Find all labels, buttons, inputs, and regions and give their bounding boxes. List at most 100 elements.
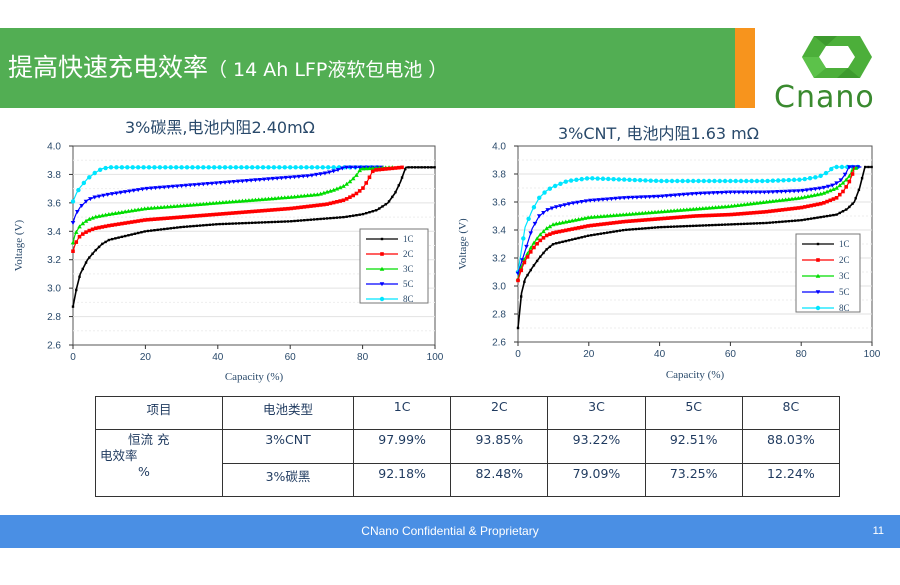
data-point: [694, 191, 699, 196]
data-point: [605, 221, 610, 226]
data-point: [736, 222, 740, 226]
data-point: [600, 176, 606, 181]
data-point: [127, 189, 132, 194]
data-point: [256, 197, 262, 202]
legend-box: [359, 228, 429, 304]
data-point: [250, 209, 254, 214]
data-point: [839, 164, 845, 170]
data-point: [148, 186, 154, 191]
data-point: [173, 165, 179, 170]
data-point: [650, 226, 654, 230]
data-point: [618, 220, 622, 224]
data-point: [841, 210, 845, 213]
data-point: [344, 181, 349, 186]
data-point: [286, 206, 290, 211]
data-point: [523, 280, 526, 283]
data-point: [400, 165, 404, 170]
data-point: [357, 168, 363, 173]
data-point: [204, 201, 209, 206]
data-point: [201, 213, 206, 218]
legend-item: 8C: [802, 303, 850, 313]
data-point: [655, 194, 661, 199]
data-point: [554, 230, 559, 235]
data-point: [354, 191, 359, 196]
data-point: [183, 183, 189, 188]
company-logo: Cnano: [770, 32, 900, 115]
data-point: [776, 198, 782, 203]
data-point: [573, 226, 578, 231]
data-point: [612, 230, 615, 233]
data-point: [621, 196, 627, 201]
data-point: [729, 212, 734, 217]
data-point: [319, 217, 322, 221]
data-point: [161, 185, 167, 190]
data-point: [627, 211, 632, 216]
series-8C: [515, 164, 861, 275]
data-point: [778, 220, 781, 224]
data-point: [796, 206, 801, 210]
series-1C: [71, 166, 436, 308]
data-point: [761, 199, 766, 204]
data-point: [813, 187, 818, 192]
data-point: [309, 204, 313, 208]
data-point: [344, 197, 349, 201]
data-point: [668, 208, 674, 213]
data-point: [364, 181, 369, 185]
data-point: [716, 204, 722, 209]
table-header-cell: 项目: [95, 396, 223, 430]
data-point: [656, 226, 660, 229]
data-point: [627, 219, 632, 223]
data-point: [275, 195, 281, 200]
data-point: [168, 165, 173, 170]
data-point: [628, 228, 631, 231]
data-point: [712, 178, 717, 184]
data-point: [531, 205, 537, 210]
data-point: [713, 205, 718, 210]
data-point: [771, 209, 775, 213]
data-point: [665, 216, 670, 220]
data-point: [701, 178, 707, 184]
data-point: [834, 196, 839, 200]
legend-label: 8C: [839, 303, 850, 313]
data-point: [119, 165, 125, 170]
data-point: [542, 251, 545, 255]
data-point: [704, 224, 708, 227]
y-tick-label: 4.0: [492, 142, 506, 153]
data-point: [146, 165, 152, 170]
data-point: [184, 165, 190, 170]
y-axis-label: Voltage (V): [457, 218, 469, 270]
data-point: [113, 222, 118, 227]
data-point: [397, 165, 401, 170]
data-point: [260, 208, 264, 213]
data-point: [792, 196, 798, 201]
data-point: [587, 198, 593, 203]
data-point: [528, 231, 534, 236]
data-point: [568, 178, 574, 183]
data-point: [217, 212, 222, 216]
data-point: [325, 202, 329, 206]
data-point: [87, 228, 92, 233]
data-point: [825, 214, 829, 218]
data-point: [844, 185, 848, 189]
y-tick-label: 2.8: [47, 312, 61, 323]
data-point: [706, 178, 712, 184]
data-point: [131, 188, 137, 193]
data-point: [676, 225, 679, 228]
data-point: [81, 180, 87, 186]
data-point: [563, 179, 568, 184]
data-point: [641, 227, 644, 230]
data-point: [361, 186, 365, 190]
data-point: [273, 220, 277, 224]
data-point: [159, 216, 163, 221]
data-point: [732, 212, 737, 217]
data-point: [201, 182, 206, 187]
series-5C: [515, 165, 862, 276]
data-point: [309, 173, 315, 178]
data-point: [117, 236, 120, 239]
data-point: [326, 165, 331, 170]
data-point: [577, 236, 580, 240]
footer-bar: CNano Confidential & Proprietary 11: [0, 515, 900, 548]
data-point: [84, 261, 88, 264]
table-cell: 93.85%: [450, 429, 549, 464]
data-point: [842, 172, 848, 177]
